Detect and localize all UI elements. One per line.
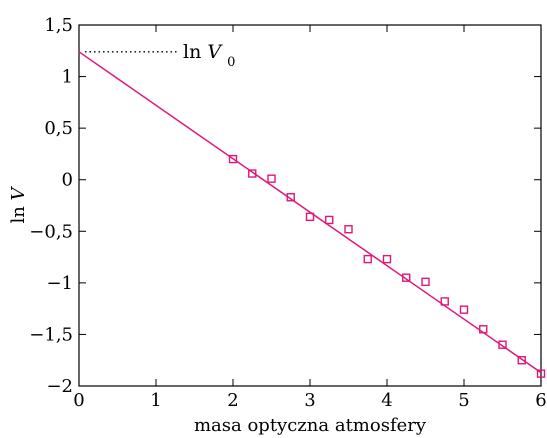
data-point — [421, 277, 430, 287]
x-tick-label: 5 — [458, 390, 469, 411]
y-tick-label: −1 — [46, 273, 73, 294]
y-tick-label: 0,5 — [44, 118, 73, 139]
y-tick-label: −2 — [46, 376, 73, 397]
data-point — [459, 305, 469, 314]
y-axis-label-ln: ln — [8, 200, 29, 223]
x-tick-label: 1 — [150, 390, 161, 411]
y-tick-label: −0,5 — [29, 221, 73, 242]
y-tick-label: 1,5 — [44, 15, 73, 36]
data-point — [325, 215, 334, 225]
plot-area — [78, 24, 542, 387]
data-point — [402, 273, 411, 282]
data-point — [286, 193, 295, 202]
x-tick-label: 2 — [227, 390, 238, 411]
annotation-subscript: 0 — [227, 54, 235, 69]
tick-labels: 0 1 2 3 4 5 6 1,5 1 0,5 0 −0,5 −1 −1,5 −2 — [29, 15, 546, 411]
x-axis-label: masa optyczna atmosfery — [194, 415, 427, 436]
fit-line — [78, 51, 542, 374]
data-point — [248, 169, 257, 178]
y-axis-label: ln V — [8, 185, 29, 223]
ticks — [78, 24, 542, 387]
data-point — [382, 254, 392, 264]
data-point — [498, 340, 507, 349]
y-axis-label-var: V — [8, 185, 29, 200]
annotation-ln: ln — [183, 41, 201, 63]
data-point — [517, 356, 526, 365]
data-point — [440, 297, 449, 306]
data-point — [305, 212, 315, 222]
plot-frame — [78, 24, 542, 387]
y-tick-label: 1 — [62, 67, 73, 88]
x-tick-label: 6 — [535, 390, 546, 411]
y-tick-label: 0 — [62, 170, 73, 191]
x-tick-label: 0 — [73, 390, 84, 411]
y-tick-label: −1,5 — [29, 324, 73, 345]
x-tick-label: 4 — [381, 390, 392, 411]
data-point — [344, 225, 353, 234]
data-point — [363, 254, 372, 264]
annotation-var: V — [207, 41, 223, 63]
data-point — [267, 174, 276, 183]
data-point — [228, 154, 238, 164]
data-point — [479, 325, 488, 334]
data-point — [536, 369, 546, 378]
annotation-label: ln V 0 — [183, 41, 235, 69]
x-tick-label: 3 — [304, 390, 315, 411]
data-points — [228, 154, 546, 378]
